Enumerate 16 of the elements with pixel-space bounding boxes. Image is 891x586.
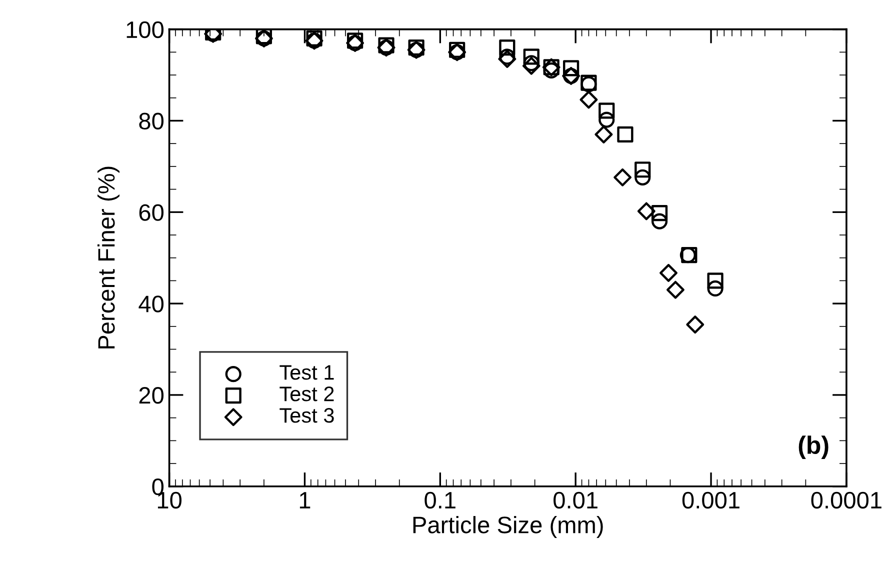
y-tick-label: 40 bbox=[138, 296, 164, 312]
x-tick-label: 0.0001 bbox=[811, 492, 882, 509]
y-tick-label: 60 bbox=[139, 204, 164, 221]
legend-label: Test 1 bbox=[280, 365, 334, 380]
x-tick-label: 1 bbox=[300, 492, 310, 508]
x-tick-label: 0.01 bbox=[554, 492, 598, 509]
x-axis-title: Particle Size (mm) bbox=[413, 516, 603, 538]
legend-label: Test 3 bbox=[280, 408, 334, 423]
legend-label: Test 2 bbox=[280, 386, 334, 402]
y-axis-title: Percent Finer (%) bbox=[97, 166, 120, 348]
y-tick-label: 20 bbox=[139, 387, 164, 404]
y-tick-label: 100 bbox=[126, 21, 164, 38]
annotation: (b) bbox=[798, 436, 828, 459]
x-tick-label: 0.001 bbox=[682, 492, 740, 509]
y-tick-label: 80 bbox=[139, 112, 164, 130]
x-tick-label: 0.1 bbox=[424, 492, 456, 509]
